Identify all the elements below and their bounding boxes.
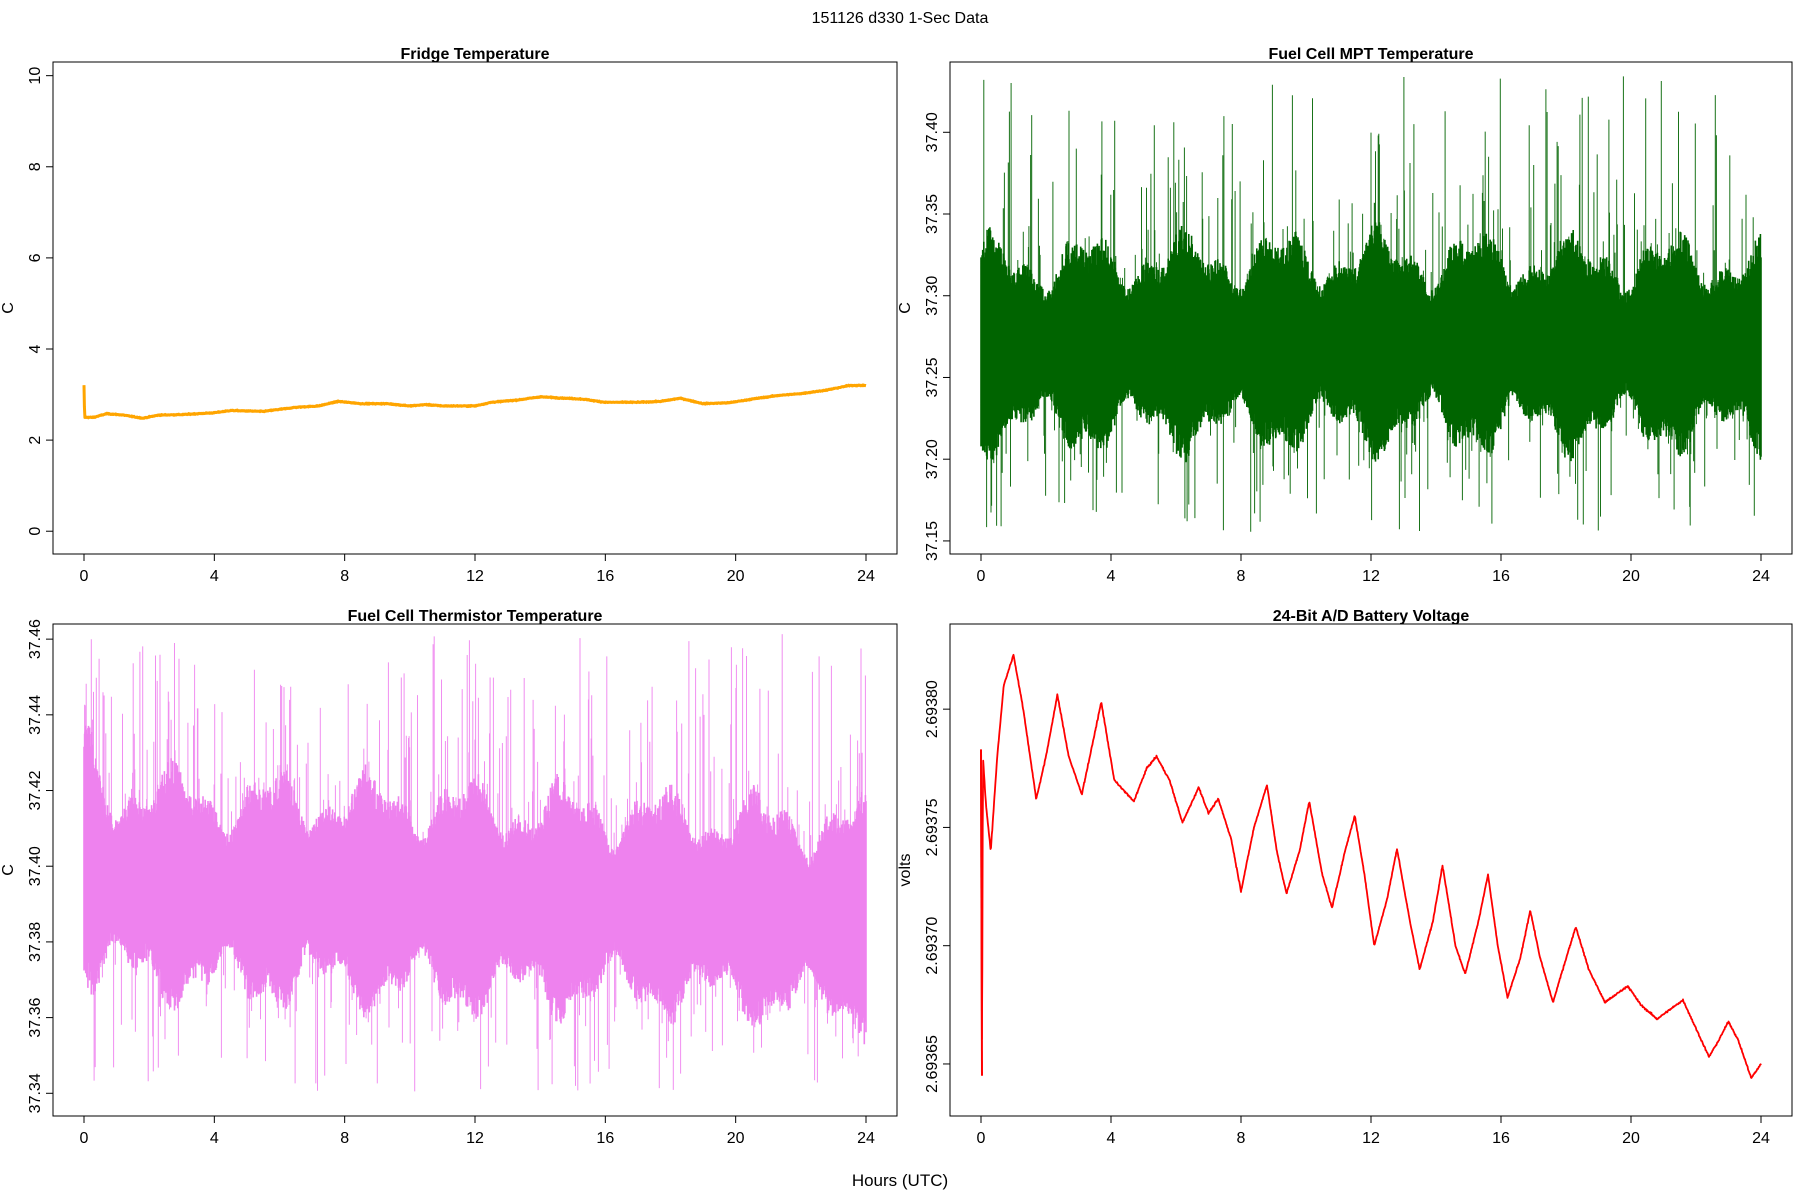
- x-tick-label: 8: [1237, 1130, 1246, 1147]
- x-tick-label: 0: [977, 568, 986, 585]
- x-tick-label: 24: [857, 568, 875, 585]
- x-tick-label: 8: [340, 568, 349, 585]
- chart-title: Fuel Cell MPT Temperature: [1268, 46, 1473, 63]
- y-axis-label: C: [897, 302, 914, 314]
- plot-frame: [52, 61, 898, 555]
- x-tick-label: 12: [1362, 1130, 1380, 1147]
- x-tick-label: 20: [1622, 1130, 1640, 1147]
- x-tick-label: 12: [1362, 568, 1380, 585]
- series-band: [980, 222, 1762, 463]
- x-tick-label: 8: [340, 1130, 349, 1147]
- data-series: [980, 76, 1762, 532]
- y-tick-label: 0: [27, 527, 44, 536]
- y-tick-label: 4: [27, 344, 44, 353]
- y-tick-label: 37.36: [27, 997, 44, 1037]
- y-tick-label: 37.34: [27, 1073, 44, 1113]
- plot-frame: [949, 61, 1793, 555]
- x-tick-label: 16: [1492, 568, 1510, 585]
- x-tick-label: 12: [466, 1130, 484, 1147]
- y-tick-label: 8: [27, 162, 44, 171]
- chart-title: Fuel Cell Thermistor Temperature: [348, 608, 603, 625]
- chart-panel-3: Fuel Cell Thermistor Temperature C 0 4 8 12 16…: [0, 608, 898, 1147]
- y-tick-label: 37.40: [27, 846, 44, 886]
- y-tick-label: 2: [27, 436, 44, 445]
- y-tick-label: 2.69380: [924, 680, 941, 738]
- x-tick-label: 24: [1752, 568, 1770, 585]
- y-tick-label: 37.46: [27, 619, 44, 659]
- y-tick-label: 37.35: [924, 194, 941, 234]
- data-series: [83, 634, 867, 1092]
- figure-title: 151126 d330 1-Sec Data: [812, 10, 989, 27]
- y-axis-label: C: [0, 302, 17, 314]
- x-tick-label: 4: [210, 1130, 219, 1147]
- y-tick-label: 37.44: [27, 695, 44, 735]
- figure-xlabel: Hours (UTC): [852, 1171, 948, 1190]
- y-tick-label: 37.38: [27, 922, 44, 962]
- y-axis-label: C: [0, 864, 17, 876]
- y-tick-label: 37.25: [924, 357, 941, 397]
- x-tick-label: 20: [727, 568, 745, 585]
- y-tick-label: 2.69375: [924, 798, 941, 856]
- y-tick-label: 2.69365: [924, 1035, 941, 1093]
- y-tick-label: 2.69370: [924, 917, 941, 975]
- chart-panel-4: 24-Bit A/D Battery Voltage volts 0 4 8 12 16 20…: [897, 608, 1793, 1147]
- y-tick-label: 37.42: [27, 770, 44, 810]
- x-tick-label: 12: [466, 568, 484, 585]
- x-tick-label: 20: [727, 1130, 745, 1147]
- x-tick-label: 0: [977, 1130, 986, 1147]
- x-tick-label: 4: [1107, 1130, 1116, 1147]
- y-tick-label: 37.40: [924, 112, 941, 152]
- x-tick-label: 0: [80, 568, 89, 585]
- y-tick-label: 37.15: [924, 521, 941, 561]
- y-tick-label: 10: [27, 67, 44, 85]
- x-tick-label: 16: [596, 568, 614, 585]
- chart-title: Fridge Temperature: [400, 46, 549, 63]
- y-tick-label: 6: [27, 253, 44, 262]
- series-line: [980, 653, 1762, 1079]
- chart-panel-2: Fuel Cell MPT Temperature C 0 4 8 12 16 20 24 37.…: [897, 46, 1793, 585]
- x-tick-label: 0: [80, 1130, 89, 1147]
- x-tick-label: 8: [1237, 568, 1246, 585]
- chart-title: 24-Bit A/D Battery Voltage: [1273, 608, 1470, 625]
- data-series: [82, 383, 868, 420]
- plot-frame: [52, 623, 898, 1117]
- x-tick-label: 16: [1492, 1130, 1510, 1147]
- series-line: [82, 383, 868, 420]
- x-tick-label: 16: [596, 1130, 614, 1147]
- y-axis-label: volts: [897, 854, 914, 887]
- plot-frame: [949, 623, 1793, 1117]
- x-tick-label: 4: [1107, 568, 1116, 585]
- x-tick-label: 20: [1622, 568, 1640, 585]
- x-tick-label: 4: [210, 568, 219, 585]
- data-series: [980, 653, 1762, 1079]
- y-tick-label: 37.30: [924, 276, 941, 316]
- y-tick-label: 37.20: [924, 439, 941, 479]
- x-tick-label: 24: [857, 1130, 875, 1147]
- series-band: [83, 725, 867, 1045]
- x-tick-label: 24: [1752, 1130, 1770, 1147]
